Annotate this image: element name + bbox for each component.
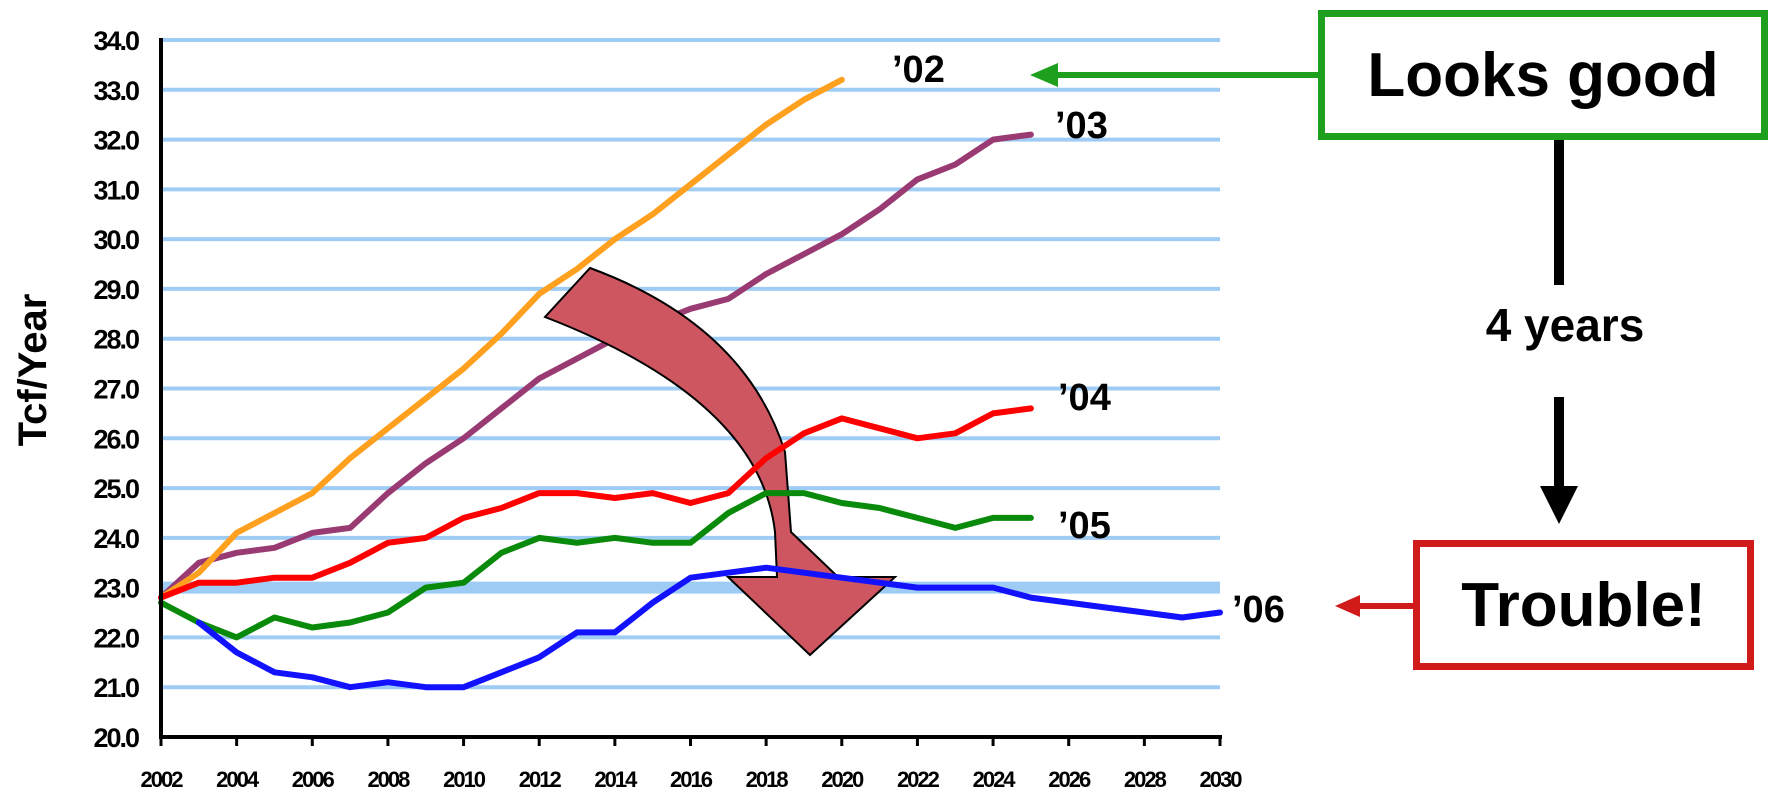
trouble-text: Trouble! bbox=[1461, 570, 1706, 640]
series-line-1 bbox=[158, 131, 1034, 601]
x-tick-label: 2006 bbox=[292, 767, 335, 792]
series-label: ’04 bbox=[1058, 377, 1111, 419]
y-tick-label: 20.0 bbox=[93, 723, 139, 753]
series-label: ’03 bbox=[1055, 105, 1108, 147]
x-tick-label: 2026 bbox=[1048, 767, 1091, 792]
y-tick-label: 23.0 bbox=[93, 574, 139, 604]
y-tick-label: 33.0 bbox=[93, 76, 139, 106]
x-axis-ticks: 2002 2004 2006 2008 2010 2012 2014 2016 2018 2020… bbox=[141, 737, 1244, 792]
big-trend-arrow bbox=[543, 266, 898, 657]
x-tick-label: 2018 bbox=[746, 767, 789, 792]
y-tick-label: 24.0 bbox=[93, 524, 139, 554]
y-tick-label: 22.0 bbox=[93, 623, 139, 653]
x-tick-label: 2010 bbox=[443, 767, 486, 792]
big-down-arrow bbox=[543, 266, 898, 657]
x-tick-label: 2020 bbox=[821, 767, 864, 792]
series-line-3 bbox=[158, 490, 1034, 641]
four-years-label: 4 years bbox=[1485, 299, 1645, 351]
y-tick-label: 31.0 bbox=[93, 175, 139, 205]
series-line-0 bbox=[158, 76, 845, 601]
series-lines-behind bbox=[158, 131, 1034, 601]
y-axis-ticks: 20.0 21.0 22.0 23.0 24.0 25.0 26.0 27.0 28.0 29.0… bbox=[93, 26, 141, 753]
connector-arrowhead bbox=[1540, 486, 1578, 524]
y-tick-label: 30.0 bbox=[93, 225, 139, 255]
series-lines bbox=[158, 76, 1223, 691]
series-line-2 bbox=[158, 405, 1034, 601]
x-tick-label: 2016 bbox=[670, 767, 713, 792]
looks-good-text: Looks good bbox=[1367, 40, 1719, 110]
series-label: ’06 bbox=[1232, 589, 1285, 631]
y-tick-label: 28.0 bbox=[93, 325, 139, 355]
x-tick-label: 2022 bbox=[897, 767, 940, 792]
callout-arrows bbox=[1030, 63, 1578, 617]
series-label: ’05 bbox=[1058, 505, 1111, 547]
y-tick-label: 29.0 bbox=[93, 275, 139, 305]
x-tick-label: 2002 bbox=[141, 767, 184, 792]
trouble-arrowhead bbox=[1335, 595, 1360, 617]
y-tick-label: 26.0 bbox=[93, 424, 139, 454]
axes bbox=[159, 38, 1222, 739]
y-tick-label: 32.0 bbox=[93, 126, 139, 156]
trouble-box: Trouble! bbox=[1413, 540, 1754, 670]
gridlines bbox=[161, 38, 1220, 690]
x-tick-label: 2024 bbox=[973, 767, 1017, 792]
x-tick-label: 2028 bbox=[1124, 767, 1167, 792]
y-tick-label: 25.0 bbox=[93, 474, 139, 504]
x-tick-label: 2012 bbox=[519, 767, 562, 792]
looks-good-box: Looks good bbox=[1318, 10, 1768, 140]
looks-good-arrowhead bbox=[1030, 63, 1058, 87]
x-tick-label: 2004 bbox=[216, 767, 260, 792]
y-tick-label: 21.0 bbox=[93, 673, 139, 703]
series-labels: ’02 ’03 ’04 ’05 ’06 bbox=[892, 49, 1285, 631]
series-label: ’02 bbox=[892, 49, 945, 91]
x-tick-label: 2008 bbox=[367, 767, 410, 792]
series-line-4 bbox=[195, 564, 1223, 691]
y-tick-label: 27.0 bbox=[93, 375, 139, 405]
y-axis-label: Tcf/Year bbox=[11, 294, 55, 447]
y-tick-label: 34.0 bbox=[93, 26, 139, 56]
x-tick-label: 2030 bbox=[1200, 767, 1243, 792]
x-tick-label: 2014 bbox=[594, 767, 638, 792]
